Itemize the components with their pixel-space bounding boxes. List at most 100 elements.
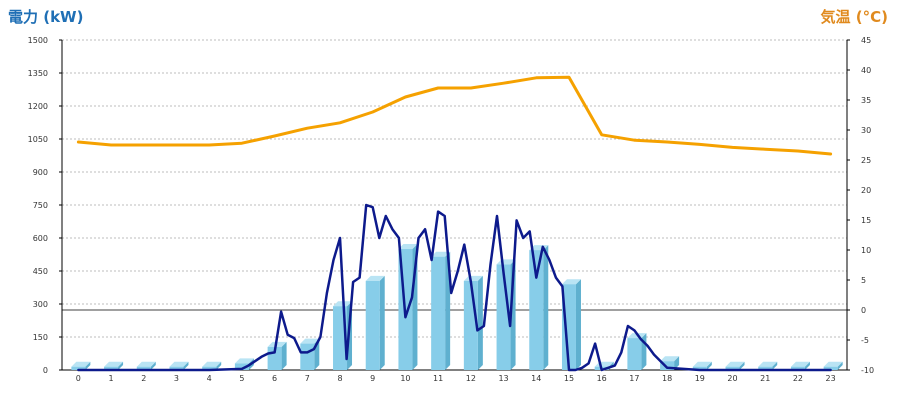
left-tick-label: 1200 <box>28 102 48 111</box>
x-tick-label: 5 <box>239 374 244 383</box>
bar-side <box>575 279 581 370</box>
right-tick-label: 30 <box>861 126 871 135</box>
bar-side <box>281 341 287 370</box>
left-tick-label: 1500 <box>28 36 48 45</box>
x-tick-label: 8 <box>337 374 342 383</box>
bar-top <box>169 361 189 367</box>
left-tick-label: 1050 <box>28 135 48 144</box>
bar-top <box>136 361 156 367</box>
x-tick-label: 11 <box>433 374 443 383</box>
x-tick-label: 12 <box>466 374 476 383</box>
right-tick-label: -10 <box>861 366 874 375</box>
x-tick-label: 1 <box>109 374 114 383</box>
bar-top <box>104 361 124 367</box>
bar-side <box>674 356 680 370</box>
bar <box>561 284 576 370</box>
bar-side <box>379 275 385 370</box>
x-tick-label: 9 <box>370 374 375 383</box>
right-tick-label: 15 <box>861 216 871 225</box>
bar-top <box>234 358 254 364</box>
bar-top <box>365 275 385 281</box>
right-tick-label: 20 <box>861 186 871 195</box>
bar-side <box>445 251 451 370</box>
bar-side <box>837 361 843 370</box>
x-tick-label: 10 <box>400 374 410 383</box>
x-tick-label: 17 <box>629 374 639 383</box>
bar <box>725 366 740 370</box>
x-tick-label: 7 <box>305 374 310 383</box>
left-axis-title: 電力 (kW) <box>8 8 84 26</box>
bar-top <box>790 361 810 367</box>
x-tick-label: 0 <box>76 374 81 383</box>
bar <box>496 264 511 370</box>
left-tick-label: 300 <box>33 300 48 309</box>
x-tick-label: 4 <box>207 374 212 383</box>
left-tick-label: 0 <box>43 366 48 375</box>
bar <box>104 366 119 370</box>
bar-side <box>772 361 778 370</box>
bar <box>71 366 86 370</box>
bar-top <box>692 361 712 367</box>
x-tick-label: 6 <box>272 374 277 383</box>
bar-side <box>641 333 647 370</box>
left-tick-label: 900 <box>33 168 48 177</box>
left-tick-label: 150 <box>33 333 48 342</box>
right-tick-label: 40 <box>861 66 871 75</box>
bar-top <box>660 356 680 362</box>
bar <box>169 366 184 370</box>
x-tick-label: 2 <box>141 374 146 383</box>
left-tick-label: 750 <box>33 201 48 210</box>
right-tick-label: 45 <box>861 36 871 45</box>
bar <box>758 366 773 370</box>
x-tick-label: 21 <box>760 374 770 383</box>
x-tick-label: 15 <box>564 374 574 383</box>
bar-top <box>300 338 320 344</box>
bar-side <box>739 361 745 370</box>
temperature-line <box>76 75 833 156</box>
x-tick-label: 20 <box>727 374 737 383</box>
left-tick-label: 1350 <box>28 69 48 78</box>
x-tick-label: 18 <box>662 374 672 383</box>
bar <box>136 366 151 370</box>
bar-top <box>463 275 483 281</box>
x-tick-label: 3 <box>174 374 179 383</box>
bar-top <box>561 279 581 285</box>
x-tick-label: 19 <box>695 374 705 383</box>
bar-side <box>183 361 189 370</box>
bar <box>300 343 315 370</box>
bar <box>365 280 380 370</box>
bar <box>790 366 805 370</box>
right-tick-label: 25 <box>861 156 871 165</box>
x-tick-label: 23 <box>826 374 836 383</box>
left-tick-label: 450 <box>33 267 48 276</box>
bar-side <box>543 245 549 370</box>
bar <box>627 338 642 370</box>
right-tick-label: 10 <box>861 246 871 255</box>
bar <box>692 366 707 370</box>
right-tick-label: 35 <box>861 96 871 105</box>
bar-top <box>398 244 418 249</box>
bar-side <box>706 361 712 370</box>
x-tick-label: 13 <box>498 374 508 383</box>
bar-side <box>216 361 222 370</box>
bar-side <box>477 275 483 370</box>
bar <box>529 250 544 370</box>
right-axis-title: 気温 (°C) <box>820 8 888 26</box>
power-line <box>77 203 832 372</box>
right-tick-label: -5 <box>861 336 869 345</box>
right-tick-label: 5 <box>861 276 866 285</box>
x-tick-label: 16 <box>597 374 607 383</box>
bar-side <box>804 361 810 370</box>
bar-side <box>85 361 91 370</box>
right-tick-label: 0 <box>861 306 866 315</box>
left-tick-label: 600 <box>33 234 48 243</box>
bar-top <box>71 361 91 367</box>
bar <box>202 366 217 370</box>
bar <box>660 361 675 370</box>
bar <box>234 363 249 370</box>
bar <box>823 366 838 370</box>
bar-side <box>150 361 156 370</box>
bar-top <box>725 361 745 367</box>
bar-top <box>202 361 222 367</box>
